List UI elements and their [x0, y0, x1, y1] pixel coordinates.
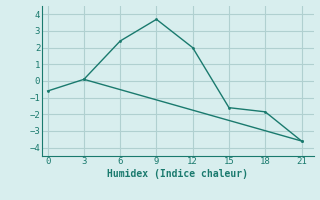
X-axis label: Humidex (Indice chaleur): Humidex (Indice chaleur): [107, 169, 248, 179]
